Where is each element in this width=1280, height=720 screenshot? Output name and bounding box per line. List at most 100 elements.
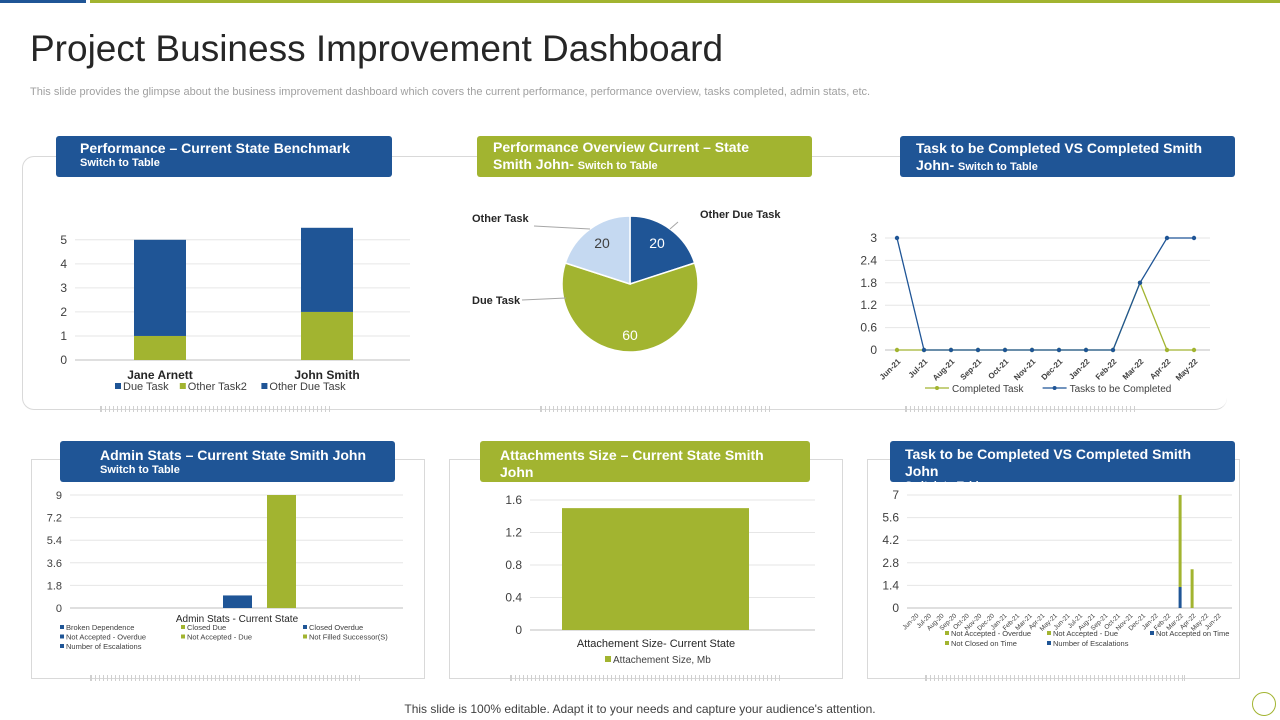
- tasks-line-title: Task to be Completed VS Completed Smith: [916, 140, 1203, 156]
- tasks-bars-legend-swatch: [1047, 631, 1051, 635]
- admin-header: Admin Stats – Current State Smith John S…: [60, 441, 395, 482]
- pie-slice-due-task: [561, 262, 699, 353]
- line-point: [1110, 347, 1116, 353]
- page-subtitle: This slide provides the glimpse about th…: [30, 86, 871, 98]
- tasks-line-legend-label: Completed Task: [952, 384, 1025, 395]
- admin-ytick-label: 9: [56, 490, 62, 502]
- tasks-line-xtick-label: Dec-21: [1039, 357, 1064, 382]
- attachments-bar: [562, 508, 749, 630]
- admin-legend-swatch: [60, 634, 64, 639]
- pie-value-label: 20: [594, 235, 610, 251]
- benchmark-category-label: John Smith: [294, 368, 359, 382]
- admin-legend-label: Broken Dependence: [66, 623, 134, 632]
- tasks-bars-legend-label: Not Accepted on Time: [1156, 629, 1229, 638]
- tasks-line-xtick-label: Apr-22: [1148, 357, 1173, 382]
- top-accent-blue: [0, 0, 86, 3]
- benchmark-legend-swatch: [115, 383, 121, 389]
- benchmark-ytick-label: 2: [60, 305, 67, 319]
- attachments-chart: 0 0.4 0.8 1.2 1.6 Attachement Size- Current S…: [505, 493, 815, 666]
- tasks-line-xtick-label: Aug-21: [931, 357, 957, 383]
- admin-legend-label: Number of Escalations: [66, 642, 142, 651]
- attachments-legend-swatch: [605, 656, 611, 662]
- admin-ytick-label: 3.6: [47, 558, 62, 570]
- line-point: [975, 347, 981, 353]
- admin-xlabel: Admin Stats - Current State: [176, 614, 299, 625]
- footer-note: This slide is 100% editable. Adapt it to…: [404, 702, 876, 716]
- tasks-line-xtick-label: Sep-21: [958, 357, 983, 382]
- tasks-line-ytick-label: 0.6: [860, 321, 877, 335]
- benchmark-legend-swatch: [261, 383, 268, 389]
- admin-legend-swatch: [181, 634, 185, 639]
- admin-legend-label: Not Accepted - Overdue: [66, 633, 146, 642]
- benchmark-bar-other-due-task: [301, 227, 353, 312]
- benchmark-legend-label: Other Due Task: [269, 381, 346, 393]
- admin-bar-number-of-escalations: [223, 595, 252, 608]
- tasks-line-xtick-label: May-22: [1174, 357, 1200, 383]
- tasks-bars-legend-label: Not Accepted - Due: [1053, 629, 1118, 638]
- attachments-switch-to-table[interactable]: Switch to Table: [500, 481, 580, 493]
- admin-stats-chart: 0 1.8 3.6 5.4 7.2 9 Admin Stats - Current Stat…: [47, 490, 403, 651]
- attachments-ytick-label: 0.4: [505, 591, 522, 605]
- line-point: [1029, 347, 1035, 353]
- tasks-bars-ytick-label: 2.8: [882, 556, 899, 570]
- line-point: [948, 347, 954, 353]
- pie-category-label: Other Task: [472, 213, 530, 225]
- line-point: [1083, 347, 1089, 353]
- attachments-ytick-label: 1.2: [505, 526, 522, 540]
- tasks-line-ytick-label: 3: [870, 231, 877, 245]
- tasks-bars-legend-label: Number of Escalations: [1053, 639, 1129, 648]
- overview-title: Performance Overview Current – State: [493, 139, 749, 155]
- admin-ytick-label: 7.2: [47, 513, 62, 525]
- line-point: [1164, 235, 1170, 241]
- tasks-bars-switch-to-table[interactable]: Switch to Table: [905, 480, 985, 492]
- attachments-header: Attachments Size – Current State Smith J…: [480, 441, 810, 493]
- tasks-line-xtick-label: Oct-21: [986, 357, 1010, 381]
- tasks-bars-bar-segment: [1190, 569, 1194, 608]
- tasks-bars-legend-swatch: [1150, 631, 1154, 635]
- tasks-line-chart: 0 0.6 1.2 1.8 2.4 3 Jun-21 Jul-21 Aug-21 Sep-21 Oc…: [860, 231, 1210, 395]
- tasks-line-title-2: John-: [916, 157, 955, 173]
- line-point: [1002, 347, 1008, 353]
- admin-switch-to-table[interactable]: Switch to Table: [100, 464, 180, 476]
- admin-legend-swatch: [60, 644, 64, 648]
- admin-legend-label: Closed Overdue: [309, 623, 363, 632]
- line-point: [894, 235, 900, 241]
- benchmark-bar-other-task2: [301, 311, 353, 360]
- top-grip-left: [100, 406, 330, 412]
- admin-ytick-label: 1.8: [47, 580, 62, 592]
- tasks-line-xtick-label: Mar-22: [1121, 357, 1146, 382]
- pie-leader-line: [533, 225, 591, 230]
- bottom-grip-right: [925, 675, 1185, 681]
- line-point: [1056, 347, 1062, 353]
- benchmark-title: Performance – Current State Benchmark: [80, 140, 350, 156]
- pie-leader-line: [669, 221, 679, 230]
- benchmark-ytick-label: 4: [60, 257, 67, 271]
- pie-value-label: 20: [649, 235, 665, 251]
- tasks-bars-ytick-label: 1.4: [882, 578, 899, 592]
- top-grip-right: [905, 406, 1135, 412]
- tasks-bars-title: Task to be Completed VS Completed Smith …: [905, 446, 1192, 479]
- tasks-bars-legend-label: Not Closed on Time: [951, 639, 1017, 648]
- tasks-bars-legend-swatch: [945, 631, 949, 635]
- benchmark-switch-to-table[interactable]: Switch to Table: [80, 157, 160, 169]
- attachments-ytick-label: 0.8: [505, 558, 522, 572]
- pie-category-label: Other Due Task: [700, 209, 781, 221]
- tasks-line-legend-marker: [935, 386, 939, 390]
- benchmark-bar-other-due-task: [134, 239, 186, 336]
- admin-legend-label: Closed Due: [187, 623, 226, 632]
- bottom-grip-left: [90, 675, 360, 681]
- benchmark-legend-label: Due Task: [123, 381, 169, 393]
- benchmark-bar-other-task2: [134, 335, 186, 360]
- line-point: [894, 347, 900, 353]
- admin-ytick-label: 5.4: [47, 535, 62, 547]
- pie-slice-other-task: [564, 215, 631, 286]
- tasks-bars-ytick-label: 4.2: [882, 533, 899, 547]
- benchmark-category-label: Jane Arnett: [127, 368, 193, 382]
- top-grip-mid: [540, 406, 770, 412]
- tasks-line-xtick-label: Feb-22: [1094, 357, 1119, 382]
- overview-switch-to-table[interactable]: Switch to Table: [577, 160, 658, 172]
- tasks-line-switch-to-table[interactable]: Switch to Table: [958, 161, 1038, 173]
- tasks-line-xtick-label: Jan-22: [1067, 357, 1092, 382]
- top-accent-green: [90, 0, 1280, 3]
- tasks-line-xtick-label: Nov-21: [1012, 357, 1038, 383]
